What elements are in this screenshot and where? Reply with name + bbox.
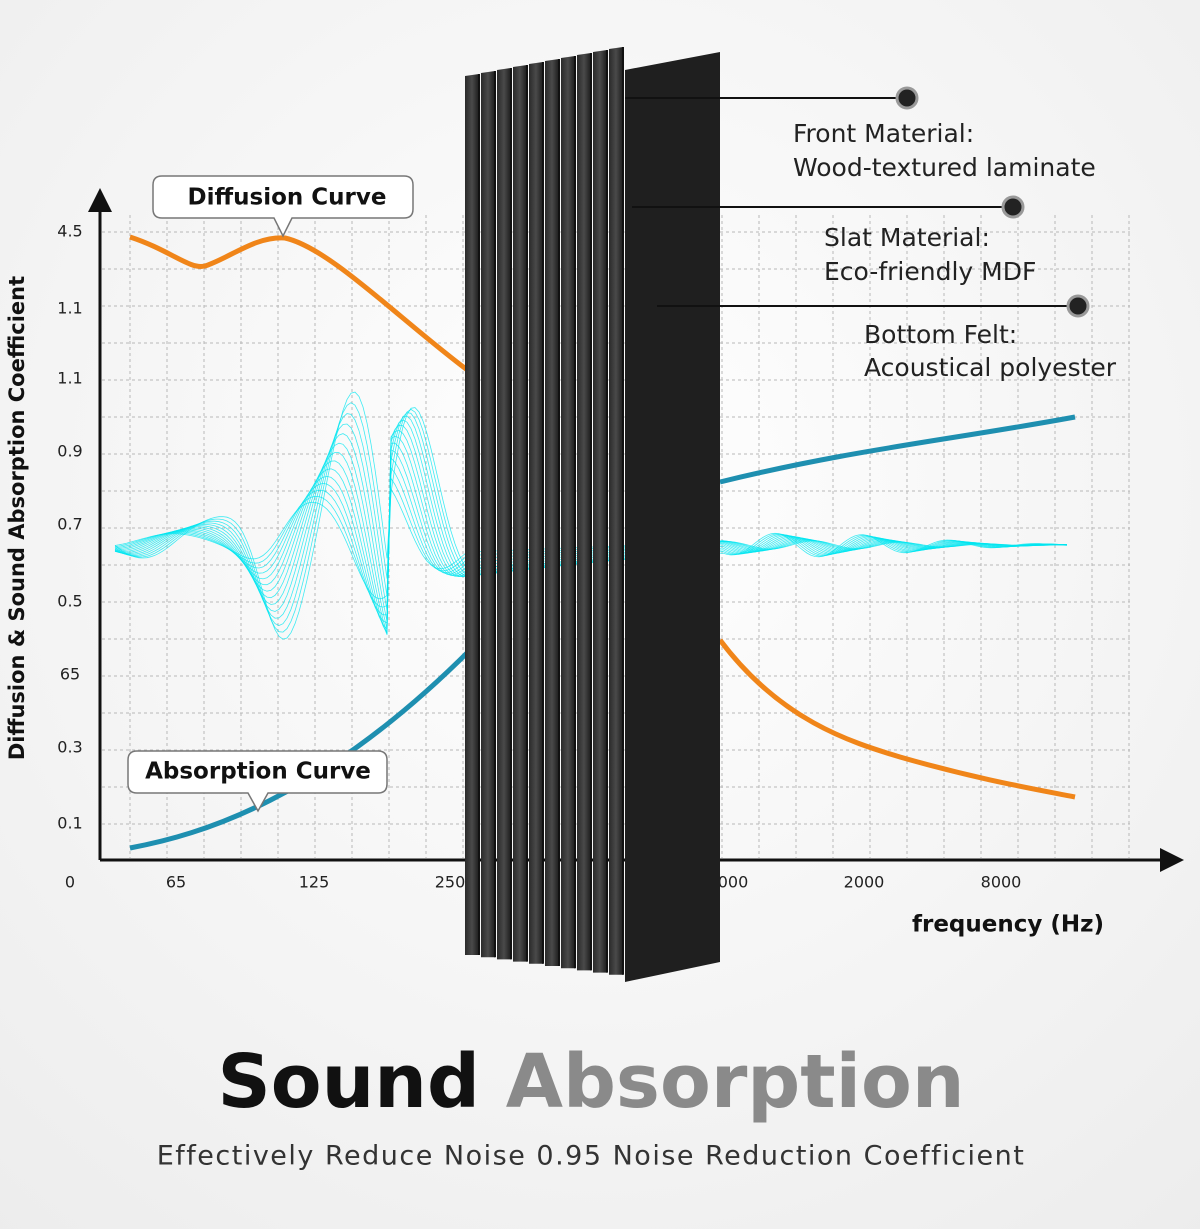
y-tick-label: 0.3 xyxy=(57,738,82,757)
callout-box xyxy=(152,175,414,238)
y-tick-label: 1.1 xyxy=(57,299,82,318)
x-axis-title: frequency (Hz) xyxy=(912,912,1104,938)
slat xyxy=(561,56,575,969)
material-value: Wood-textured laminate xyxy=(793,153,1096,182)
slat xyxy=(481,71,495,958)
slat xyxy=(465,74,479,955)
x-tick-label: 8000 xyxy=(981,873,1022,892)
callout-label: Diffusion Curve xyxy=(188,185,387,211)
slat xyxy=(545,59,559,966)
x-tick-label: 65 xyxy=(166,873,186,892)
material-value: Eco-friendly MDF xyxy=(824,257,1036,286)
slat xyxy=(497,68,511,960)
x-tick-label: 2000 xyxy=(844,873,885,892)
slats xyxy=(465,47,624,975)
x-tick-label: 250 xyxy=(435,873,466,892)
slat xyxy=(529,62,543,964)
y-tick-label: 0.9 xyxy=(57,442,82,461)
leader-dot xyxy=(895,86,919,110)
y-tick-label: 0.1 xyxy=(57,814,82,833)
leader-dot xyxy=(1066,294,1090,318)
absorption-curve xyxy=(719,414,1076,485)
material-name: Slat Material: xyxy=(824,223,990,252)
material-value: Acoustical polyester xyxy=(864,353,1117,382)
headline-light: Absorption xyxy=(506,1039,965,1125)
y-axis-title: Diffusion & Sound Absorption Coefficient xyxy=(5,276,29,760)
callout-box xyxy=(127,750,388,813)
y-tick-label: 65 xyxy=(60,665,80,684)
x-tick-label: 125 xyxy=(299,873,330,892)
slat xyxy=(577,53,591,971)
headline-bold: Sound xyxy=(217,1039,479,1125)
y-labels: 4.5 1.1 1.1 0.9 0.7 0.5 65 0.3 0.1 xyxy=(57,222,82,833)
headline: Sound Absorption xyxy=(217,1039,964,1125)
felt-backing xyxy=(625,52,720,982)
y-tick-label: 1.1 xyxy=(57,369,82,388)
y-tick-label: 0.5 xyxy=(57,592,82,611)
leader-dot xyxy=(1001,195,1025,219)
material-name: Front Material: xyxy=(793,119,974,148)
diffusion-curve xyxy=(718,638,1076,800)
slat xyxy=(609,47,623,975)
y-tick-label: 4.5 xyxy=(57,222,82,241)
x-labels: 0 65 125 250 000 2000 8000 xyxy=(65,873,1021,892)
leaders xyxy=(625,86,1090,318)
subtitle: Effectively Reduce Noise 0.95 Noise Redu… xyxy=(157,1141,1026,1172)
y-tick-label: 0.7 xyxy=(57,515,82,534)
diffusion-curve xyxy=(129,234,472,375)
x-tick-label: 0 xyxy=(65,873,75,892)
callout-label: Absorption Curve xyxy=(145,759,371,785)
slat xyxy=(513,65,527,962)
absorption-curve xyxy=(129,648,472,851)
x-tick-label: 000 xyxy=(718,873,749,892)
material-name: Bottom Felt: xyxy=(864,320,1017,349)
slat xyxy=(593,50,607,973)
